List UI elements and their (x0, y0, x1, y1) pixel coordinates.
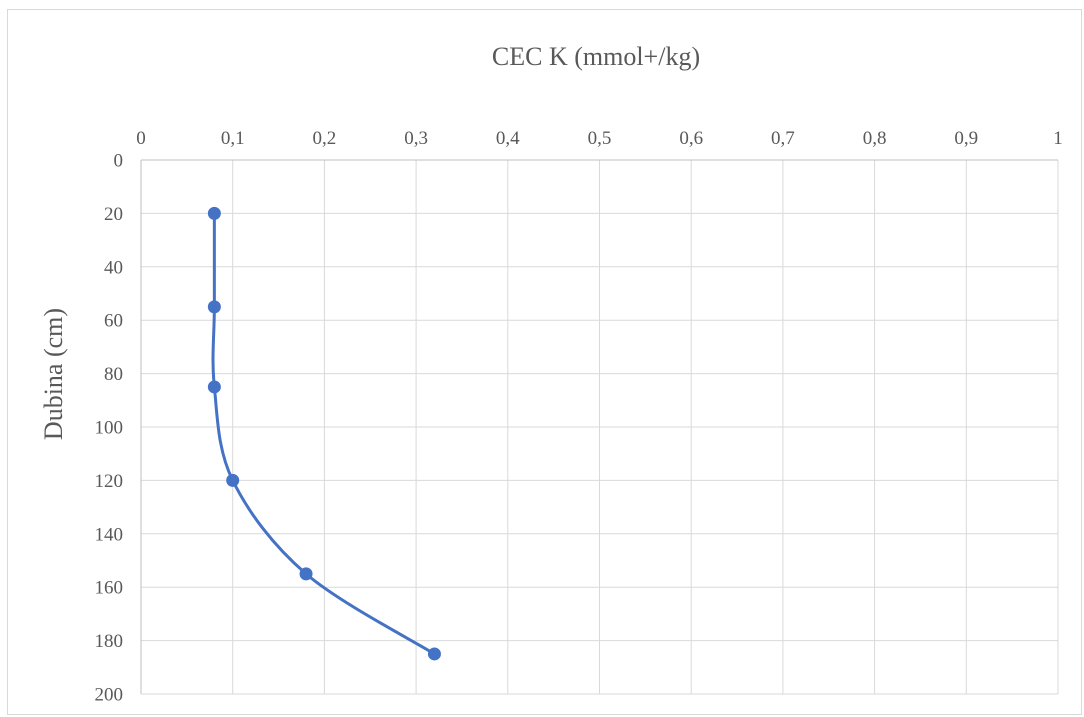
data-point (207, 206, 221, 220)
x-tick-label: 1 (1053, 128, 1063, 149)
data-point (226, 473, 240, 487)
series-line (211, 211, 436, 656)
y-axis-ticks: 0 20 40 60 80 100 120 140 160 180 200 (95, 151, 124, 706)
series-layer (207, 206, 441, 661)
x-tick-label: 0,6 (679, 128, 703, 149)
x-tick-label: 0,3 (404, 128, 428, 149)
chart-area (7, 9, 1082, 715)
data-point (207, 300, 221, 314)
x-tick-label: 0,4 (496, 128, 520, 149)
y-tick-label: 200 (95, 685, 124, 706)
y-tick-label: 180 (95, 631, 124, 652)
y-tick-label: 0 (114, 151, 124, 172)
data-point (299, 567, 313, 581)
x-axis-ticks: 0 0,1 0,2 0,3 0,4 0,5 0,6 0,7 0,8 0,9 1 (136, 128, 1063, 149)
x-tick-label: 0,9 (954, 128, 978, 149)
y-tick-label: 140 (95, 524, 124, 545)
x-tick-label: 0,1 (221, 128, 245, 149)
x-tick-label: 0,5 (588, 128, 612, 149)
y-tick-label: 100 (95, 418, 124, 439)
x-tick-label: 0 (136, 128, 146, 149)
x-tick-label: 0,8 (863, 128, 887, 149)
data-point (207, 380, 221, 394)
y-tick-label: 160 (95, 578, 124, 599)
y-tick-label: 20 (104, 204, 123, 225)
x-tick-label: 0,7 (771, 128, 795, 149)
x-tick-label: 0,2 (313, 128, 337, 149)
y-tick-label: 60 (104, 311, 123, 332)
plot-frame (140, 159, 1059, 695)
y-axis-label: Dubina (cm) (39, 308, 68, 440)
gridlines (141, 160, 1058, 694)
chart-title: CEC K (mmol+/kg) (492, 42, 700, 71)
data-point (427, 647, 441, 661)
y-tick-label: 40 (104, 257, 123, 278)
y-tick-label: 80 (104, 364, 123, 385)
y-tick-label: 120 (95, 471, 124, 492)
